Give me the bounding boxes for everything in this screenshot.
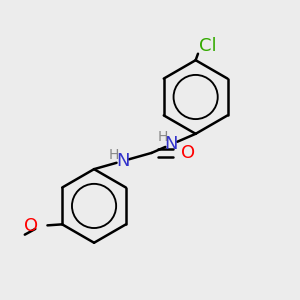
Text: N: N [165, 135, 178, 153]
Text: O: O [181, 144, 195, 162]
Text: Cl: Cl [199, 37, 217, 55]
Text: O: O [24, 217, 38, 235]
Text: H: H [158, 130, 168, 144]
Text: H: H [109, 148, 119, 162]
Text: N: N [116, 152, 130, 170]
